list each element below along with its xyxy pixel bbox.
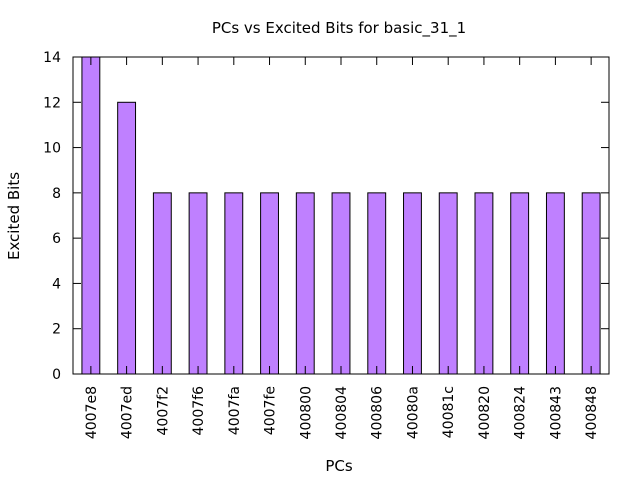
- y-tick-label: 0: [52, 367, 61, 383]
- x-tick-label: 4007ed: [120, 386, 136, 439]
- bar-4007f6: [188, 192, 208, 375]
- x-tick-label: 400843: [548, 386, 564, 439]
- x-tick-label: 4007fe: [263, 386, 279, 435]
- y-tick-label: 2: [52, 322, 61, 338]
- y-tick-label: 10: [43, 141, 61, 157]
- plot-frame: [72, 56, 610, 375]
- bars: [81, 56, 601, 375]
- bar-4007fa: [224, 192, 244, 375]
- bar-400804: [331, 192, 351, 375]
- bar-40080a: [403, 192, 422, 375]
- x-axis-label: PCs: [325, 457, 353, 475]
- bar-400824: [510, 192, 530, 375]
- bar-400806: [367, 192, 387, 375]
- y-axis: 0 2 4 6 8 10 12 14: [43, 50, 609, 383]
- x-tick-label: 40081c: [441, 386, 457, 438]
- x-axis: 4007e8 4007ed 4007f2 4007f6 4007fa 4007fe 4008…: [84, 57, 600, 439]
- x-tick-label: 400806: [370, 386, 386, 440]
- y-axis-label: Excited Bits: [5, 172, 23, 260]
- y-tick-label: 6: [52, 231, 61, 247]
- x-tick-label: 40080a: [405, 386, 421, 439]
- bar-4007f2: [152, 192, 172, 375]
- x-tick-label: 400820: [477, 386, 493, 439]
- y-tick-label: 12: [43, 95, 61, 111]
- bar-400800: [295, 192, 315, 375]
- bar-400820: [474, 192, 494, 375]
- x-tick-label: 400800: [298, 386, 314, 439]
- bar-4007fe: [260, 192, 279, 375]
- x-tick-label: 400848: [584, 386, 600, 439]
- y-tick-label: 14: [43, 50, 61, 66]
- x-tick-label: 4007f6: [191, 386, 207, 436]
- bar-4007e8: [81, 56, 101, 375]
- chart-title: PCs vs Excited Bits for basic_31_1: [212, 19, 466, 38]
- bar-400843: [545, 192, 565, 375]
- bar-40081c: [438, 192, 458, 375]
- x-tick-label: 400824: [513, 386, 529, 440]
- bar-400848: [581, 192, 601, 375]
- y-tick-label: 4: [52, 276, 61, 292]
- x-tick-label: 400804: [334, 386, 350, 440]
- x-tick-label: 4007f2: [155, 386, 171, 435]
- x-tick-label: 4007fa: [227, 386, 243, 435]
- x-tick-label: 4007e8: [84, 386, 100, 439]
- y-tick-label: 8: [52, 186, 61, 202]
- bar-4007ed: [117, 101, 137, 375]
